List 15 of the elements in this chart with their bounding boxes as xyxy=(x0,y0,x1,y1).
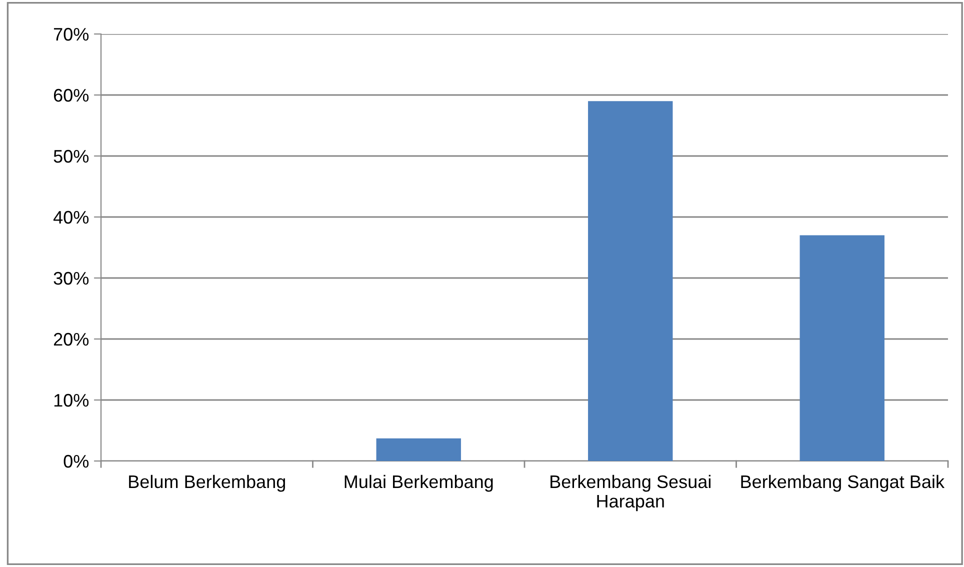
y-tick-label: 20% xyxy=(54,332,89,346)
y-tick-label: 60% xyxy=(54,88,89,102)
bar xyxy=(376,438,461,461)
y-tick-label: 0% xyxy=(64,454,89,468)
y-tick-label: 30% xyxy=(54,272,89,285)
bar xyxy=(588,101,673,461)
bar xyxy=(800,235,884,461)
y-tick-label: 50% xyxy=(54,150,89,163)
y-tick-label: 40% xyxy=(53,210,89,224)
y-tick-label: 10% xyxy=(54,394,89,407)
x-tick-label: Berkembang Sesuai Harapan xyxy=(550,474,710,512)
x-tick-label: Belum Berkembang xyxy=(129,474,285,492)
x-tick-label: Mulai Berkembang xyxy=(344,474,493,492)
y-tick-label: 70% xyxy=(54,28,89,41)
x-tick-label: Berkembang Sangat Baik xyxy=(741,474,945,492)
